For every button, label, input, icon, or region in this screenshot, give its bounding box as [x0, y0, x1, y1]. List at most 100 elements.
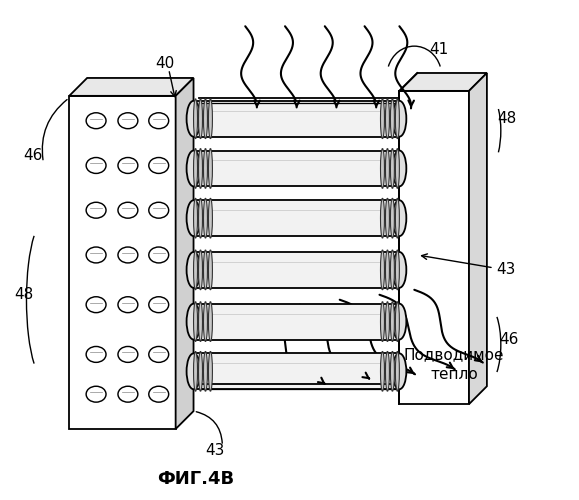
Ellipse shape	[395, 99, 400, 138]
Ellipse shape	[208, 148, 212, 188]
Ellipse shape	[390, 99, 394, 138]
Ellipse shape	[208, 250, 212, 290]
Ellipse shape	[86, 158, 106, 174]
Ellipse shape	[380, 198, 384, 238]
Bar	[193, 252, 400, 288]
Ellipse shape	[390, 148, 394, 188]
Ellipse shape	[208, 302, 212, 342]
Ellipse shape	[149, 202, 168, 218]
Text: Подводимое: Подводимое	[404, 347, 504, 362]
Ellipse shape	[118, 202, 138, 218]
Ellipse shape	[86, 296, 106, 312]
Ellipse shape	[199, 250, 203, 290]
Text: ФИГ.4В: ФИГ.4В	[157, 470, 234, 488]
Ellipse shape	[395, 148, 400, 188]
Ellipse shape	[199, 148, 203, 188]
Ellipse shape	[186, 101, 200, 136]
Ellipse shape	[395, 198, 400, 238]
Ellipse shape	[393, 304, 406, 340]
Ellipse shape	[380, 302, 384, 342]
Ellipse shape	[118, 346, 138, 362]
Ellipse shape	[386, 302, 390, 342]
Ellipse shape	[393, 101, 406, 136]
Ellipse shape	[149, 296, 168, 312]
Ellipse shape	[193, 148, 197, 188]
Ellipse shape	[186, 252, 200, 288]
Ellipse shape	[393, 150, 406, 186]
Ellipse shape	[86, 247, 106, 263]
Ellipse shape	[86, 346, 106, 362]
Ellipse shape	[193, 198, 197, 238]
Ellipse shape	[386, 99, 390, 138]
Ellipse shape	[203, 148, 207, 188]
Ellipse shape	[386, 250, 390, 290]
Text: 48: 48	[14, 287, 33, 302]
Ellipse shape	[149, 158, 168, 174]
Ellipse shape	[118, 296, 138, 312]
Ellipse shape	[199, 352, 203, 391]
Ellipse shape	[186, 150, 200, 186]
Ellipse shape	[393, 354, 406, 389]
Ellipse shape	[86, 202, 106, 218]
Text: тепло: тепло	[430, 367, 478, 382]
Ellipse shape	[203, 302, 207, 342]
Ellipse shape	[86, 386, 106, 402]
Ellipse shape	[193, 352, 197, 391]
Ellipse shape	[380, 148, 384, 188]
Ellipse shape	[380, 99, 384, 138]
Ellipse shape	[208, 99, 212, 138]
Polygon shape	[69, 78, 193, 96]
Ellipse shape	[380, 250, 384, 290]
Ellipse shape	[380, 352, 384, 391]
Ellipse shape	[386, 148, 390, 188]
Ellipse shape	[118, 386, 138, 402]
Ellipse shape	[203, 250, 207, 290]
Text: 46: 46	[499, 332, 518, 347]
Ellipse shape	[118, 247, 138, 263]
Polygon shape	[400, 91, 469, 404]
Ellipse shape	[393, 200, 406, 236]
Ellipse shape	[395, 250, 400, 290]
Ellipse shape	[118, 158, 138, 174]
Text: 46: 46	[24, 148, 43, 163]
Ellipse shape	[186, 354, 200, 389]
Ellipse shape	[118, 113, 138, 128]
Ellipse shape	[390, 250, 394, 290]
Bar	[193, 101, 400, 136]
Bar	[193, 150, 400, 186]
Text: 43: 43	[496, 262, 515, 278]
Ellipse shape	[149, 113, 168, 128]
Ellipse shape	[193, 99, 197, 138]
Ellipse shape	[149, 247, 168, 263]
Ellipse shape	[395, 302, 400, 342]
Ellipse shape	[390, 198, 394, 238]
Polygon shape	[469, 73, 487, 404]
Ellipse shape	[193, 250, 197, 290]
Polygon shape	[69, 96, 175, 429]
Ellipse shape	[186, 200, 200, 236]
Ellipse shape	[203, 352, 207, 391]
Text: 40: 40	[156, 56, 175, 70]
Ellipse shape	[199, 198, 203, 238]
Ellipse shape	[203, 99, 207, 138]
Ellipse shape	[149, 346, 168, 362]
Bar	[193, 200, 400, 236]
Ellipse shape	[193, 302, 197, 342]
Ellipse shape	[86, 113, 106, 128]
Ellipse shape	[390, 352, 394, 391]
Ellipse shape	[386, 198, 390, 238]
Ellipse shape	[149, 386, 168, 402]
Ellipse shape	[199, 302, 203, 342]
Ellipse shape	[199, 99, 203, 138]
Bar	[193, 354, 400, 389]
Ellipse shape	[208, 352, 212, 391]
Ellipse shape	[186, 304, 200, 340]
Ellipse shape	[386, 352, 390, 391]
Ellipse shape	[203, 198, 207, 238]
Polygon shape	[175, 78, 193, 429]
Text: 43: 43	[206, 444, 225, 458]
Ellipse shape	[393, 252, 406, 288]
Polygon shape	[400, 73, 487, 91]
Ellipse shape	[395, 352, 400, 391]
Ellipse shape	[208, 198, 212, 238]
